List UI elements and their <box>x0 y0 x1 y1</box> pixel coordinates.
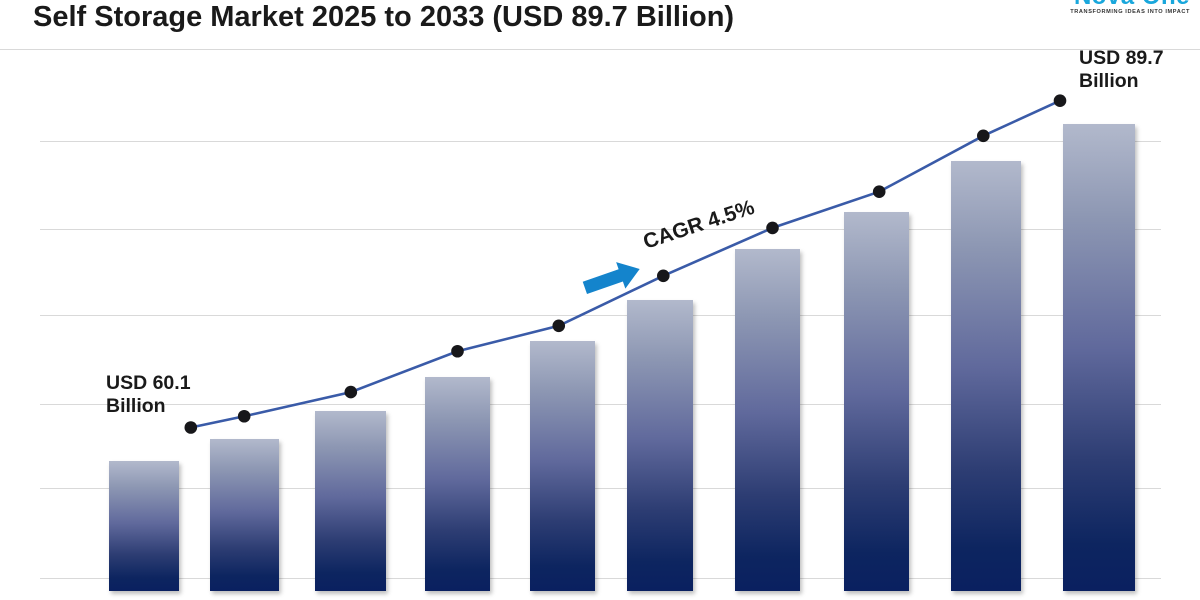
svg-text:CAGR 4.5%: CAGR 4.5% <box>640 196 757 254</box>
